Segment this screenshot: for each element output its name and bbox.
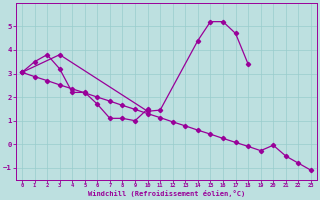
X-axis label: Windchill (Refroidissement éolien,°C): Windchill (Refroidissement éolien,°C) [88, 190, 245, 197]
